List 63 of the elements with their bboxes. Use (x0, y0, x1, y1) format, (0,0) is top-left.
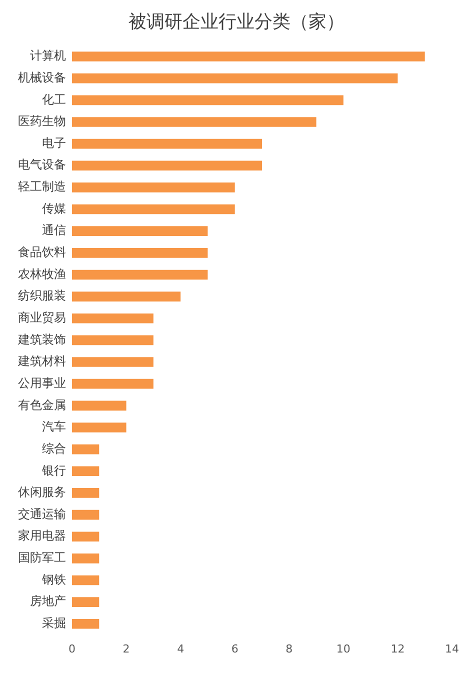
y-tick-label: 计算机 (30, 48, 66, 63)
y-tick-label: 钢铁 (41, 572, 66, 586)
chart-title: 被调研企业行业分类（家） (128, 11, 344, 32)
y-tick-label: 公用事业 (18, 376, 66, 390)
y-tick-label: 电子 (42, 136, 66, 150)
x-tick-label: 4 (177, 642, 184, 656)
y-tick-label: 有色金属 (18, 398, 66, 412)
bar (72, 95, 344, 106)
y-tick-label: 交通运输 (18, 506, 66, 521)
y-tick-label: 建筑材料 (17, 354, 66, 368)
y-tick-label: 国防军工 (18, 550, 66, 565)
y-tick-label: 商业贸易 (18, 310, 66, 325)
bar (72, 313, 154, 324)
bar (72, 73, 398, 84)
bar (72, 510, 100, 520)
y-tick-label: 食品饮料 (18, 245, 66, 260)
y-tick-label: 采掘 (42, 616, 66, 630)
bar (72, 270, 208, 280)
bar (72, 52, 425, 62)
x-tick-label: 6 (231, 642, 238, 656)
bar (72, 400, 126, 411)
bar (72, 117, 316, 127)
y-tick-label: 纺织服装 (18, 288, 66, 303)
bar (72, 138, 262, 149)
bar (72, 378, 154, 389)
y-tick-label: 综合 (42, 441, 66, 456)
y-tick-label: 银行 (41, 463, 66, 478)
bar (72, 532, 100, 542)
x-tick-label: 14 (445, 642, 459, 656)
bar (72, 422, 126, 432)
y-tick-label: 医药生物 (18, 114, 66, 128)
bar (72, 226, 208, 236)
y-tick-label: 休闲服务 (18, 485, 66, 500)
bar (72, 444, 100, 454)
y-tick-label: 轻工制造 (18, 180, 66, 194)
bar (72, 554, 100, 564)
x-tick-label: 0 (68, 642, 76, 656)
y-tick-label: 家用电器 (18, 528, 66, 543)
x-tick-label: 10 (336, 642, 350, 656)
x-tick-label: 2 (122, 642, 130, 656)
bar (72, 292, 181, 302)
y-tick-label: 农林牧渔 (18, 266, 66, 281)
bar (72, 248, 208, 258)
bar (72, 597, 100, 607)
y-tick-label: 传媒 (42, 201, 66, 216)
bar (72, 466, 100, 476)
bar (72, 335, 154, 346)
bar (72, 488, 100, 498)
x-tick-label: 12 (390, 642, 405, 656)
bar (72, 357, 154, 367)
x-tick-label: 8 (286, 642, 293, 656)
bar (72, 204, 235, 214)
y-tick-label: 汽车 (42, 420, 66, 434)
y-tick-label: 电气设备 (18, 158, 66, 172)
y-tick-label: 建筑装饰 (17, 332, 66, 346)
bar (72, 618, 100, 629)
bar (72, 575, 100, 586)
y-tick-label: 房地产 (30, 594, 66, 608)
bar (72, 182, 235, 192)
y-tick-label: 通信 (42, 223, 66, 238)
bar (72, 160, 262, 171)
y-tick-label: 化工 (42, 92, 66, 106)
y-tick-label: 机械设备 (18, 70, 66, 84)
